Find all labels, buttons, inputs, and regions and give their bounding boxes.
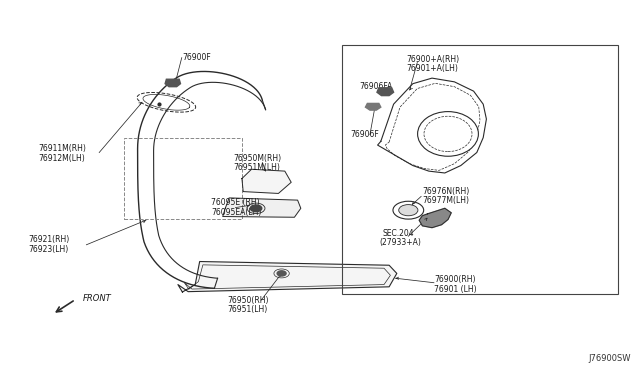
Circle shape: [250, 205, 262, 212]
Text: 76921(RH): 76921(RH): [29, 235, 70, 244]
Text: FRONT: FRONT: [83, 294, 112, 303]
Text: 76950(RH): 76950(RH): [227, 296, 269, 305]
Text: 76977M(LH): 76977M(LH): [422, 196, 469, 205]
Text: 76951M(LH): 76951M(LH): [234, 163, 280, 172]
Text: 76976N(RH): 76976N(RH): [422, 187, 470, 196]
Polygon shape: [242, 169, 291, 193]
Polygon shape: [165, 79, 180, 87]
Ellipse shape: [418, 112, 479, 156]
Text: 76900+A(RH): 76900+A(RH): [406, 55, 460, 64]
Text: SEC.204: SEC.204: [382, 229, 413, 238]
Text: 76906F: 76906F: [351, 130, 380, 139]
Text: 76950M(RH): 76950M(RH): [234, 154, 282, 163]
Text: 76901 (LH): 76901 (LH): [434, 285, 477, 294]
Polygon shape: [419, 208, 451, 228]
Text: 76095E (RH): 76095E (RH): [211, 198, 260, 207]
Text: 76906FA: 76906FA: [360, 82, 393, 91]
Polygon shape: [223, 198, 301, 217]
Text: 76911M(RH): 76911M(RH): [38, 144, 86, 153]
Text: J76900SW: J76900SW: [588, 354, 630, 363]
Text: 76900F: 76900F: [182, 53, 211, 62]
Circle shape: [399, 205, 418, 216]
Text: 76901+A(LH): 76901+A(LH): [406, 64, 458, 73]
Text: 76923(LH): 76923(LH): [29, 246, 69, 254]
Polygon shape: [377, 88, 394, 96]
Bar: [342, 45, 618, 294]
Bar: [124, 138, 242, 219]
Circle shape: [277, 271, 286, 276]
Text: 76951(LH): 76951(LH): [227, 305, 268, 314]
Text: (27933+A): (27933+A): [380, 238, 421, 247]
Polygon shape: [365, 103, 381, 110]
Polygon shape: [178, 262, 397, 292]
Text: 76900(RH): 76900(RH): [434, 275, 476, 284]
Text: 76912M(LH): 76912M(LH): [38, 154, 85, 163]
Text: 76095EA(LH): 76095EA(LH): [211, 208, 262, 217]
